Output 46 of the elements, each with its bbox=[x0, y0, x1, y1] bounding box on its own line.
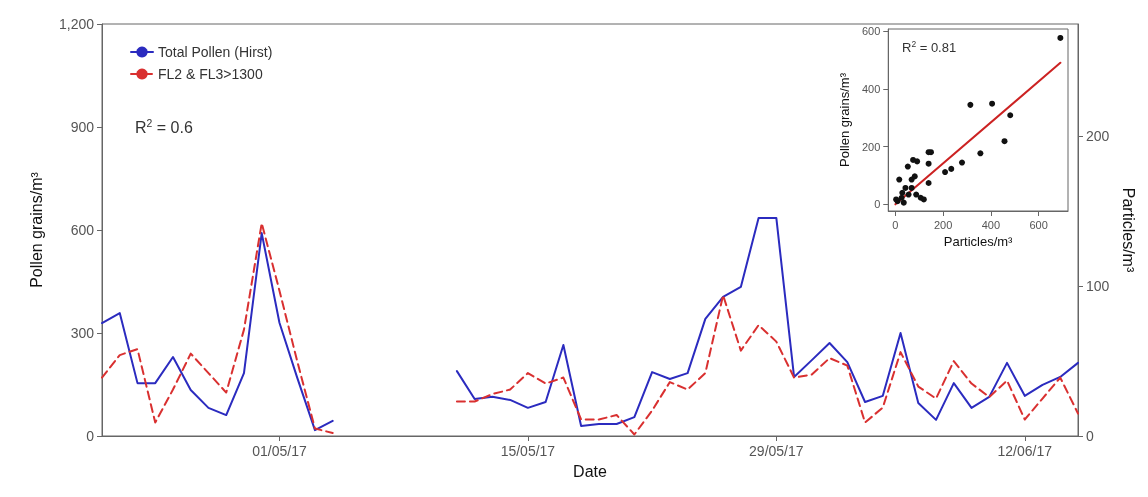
x-tick-label: 29/05/17 bbox=[749, 443, 804, 459]
point bbox=[1007, 112, 1014, 119]
y-axis-title: Pollen grains/m³ bbox=[837, 72, 852, 167]
point bbox=[967, 101, 974, 108]
point bbox=[959, 159, 966, 166]
point bbox=[902, 184, 909, 191]
point bbox=[989, 100, 996, 107]
x-tick-label: 15/05/17 bbox=[500, 443, 556, 459]
x-axis-title: Particles/m³ bbox=[943, 234, 1014, 249]
point bbox=[1057, 34, 1064, 41]
x-tick-label: 600 bbox=[1029, 218, 1048, 231]
point bbox=[908, 184, 915, 191]
point bbox=[904, 163, 911, 170]
y-tick-label: 400 bbox=[861, 82, 881, 95]
x-axis-title: Date bbox=[573, 462, 607, 480]
legend-label: FL2 & FL3>1300 bbox=[158, 66, 263, 82]
point bbox=[942, 169, 949, 176]
point bbox=[925, 180, 932, 187]
y-tick-label: 200 bbox=[861, 140, 881, 153]
point bbox=[948, 165, 955, 172]
x-tick-label: 01/05/17 bbox=[252, 443, 307, 459]
point bbox=[977, 150, 984, 157]
point bbox=[896, 176, 903, 183]
y-tick-label: 0 bbox=[874, 198, 881, 211]
point bbox=[900, 199, 907, 206]
x-tick-label: 400 bbox=[981, 218, 1001, 231]
x-tick-label: 200 bbox=[933, 218, 953, 231]
x-tick-label: 12/06/17 bbox=[997, 443, 1053, 459]
point bbox=[899, 189, 906, 196]
x-tick-label: 0 bbox=[892, 218, 899, 231]
y-tick-label: 300 bbox=[70, 325, 95, 341]
point bbox=[925, 160, 932, 167]
y-tick-label: 900 bbox=[70, 119, 95, 135]
point bbox=[1001, 138, 1008, 145]
point bbox=[910, 156, 917, 163]
y2-axis-title: Particles/m³ bbox=[1119, 187, 1137, 273]
legend-label: Total Pollen (Hirst) bbox=[158, 44, 273, 60]
y2-tick-label: 0 bbox=[1086, 428, 1094, 444]
point bbox=[905, 191, 912, 198]
y-tick-label: 0 bbox=[86, 428, 95, 444]
y-tick-label: 600 bbox=[861, 25, 881, 38]
y2-tick-label: 100 bbox=[1086, 278, 1110, 295]
point bbox=[913, 191, 920, 198]
y-tick-label: 1,200 bbox=[58, 16, 95, 32]
y-axis-title: Pollen grains/m³ bbox=[27, 171, 45, 288]
y2-tick-label: 200 bbox=[1086, 128, 1110, 145]
